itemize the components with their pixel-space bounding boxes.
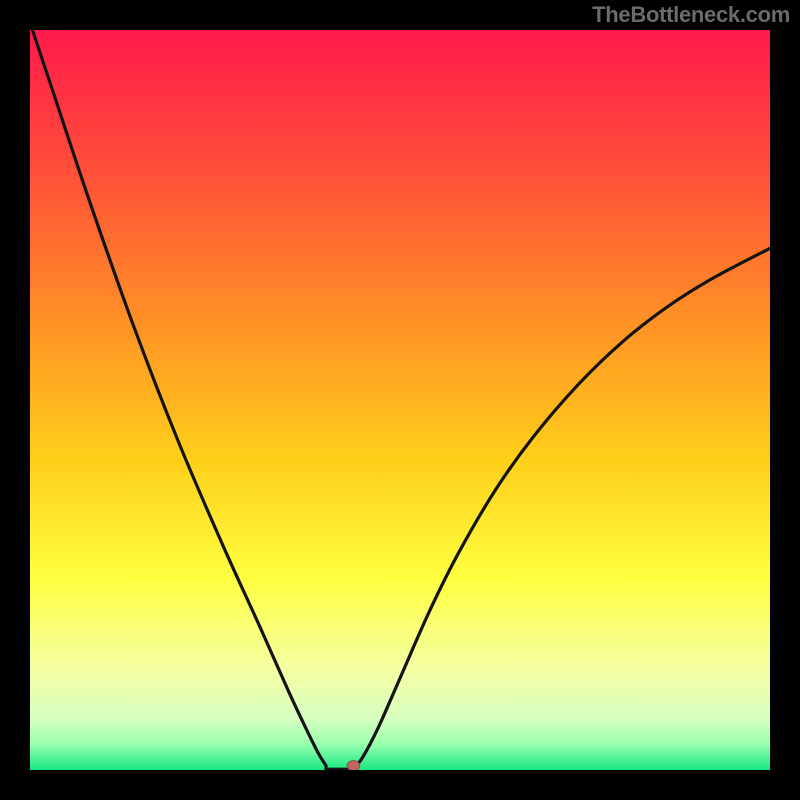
bottleneck-chart [30,30,770,770]
optimum-marker [347,761,360,770]
gradient-background [30,30,770,770]
chart-container: TheBottleneck.com [0,0,800,800]
watermark-text: TheBottleneck.com [592,2,790,28]
